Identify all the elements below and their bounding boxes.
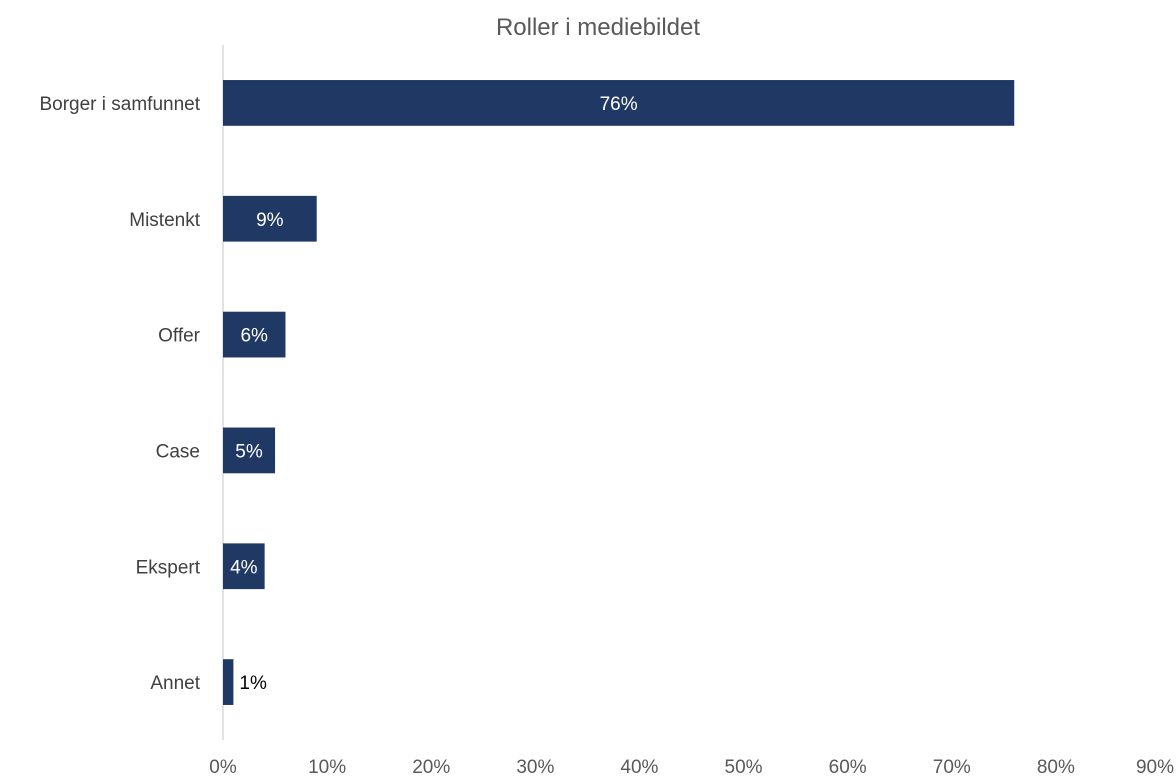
data-label: 76%: [600, 94, 638, 115]
x-tick-label: 40%: [620, 757, 658, 778]
x-tick-label: 80%: [1037, 757, 1075, 778]
category-label: Case: [156, 441, 200, 462]
chart-title: Roller i mediebildet: [496, 14, 700, 41]
data-label: 1%: [239, 673, 267, 694]
category-label: Mistenkt: [129, 210, 200, 231]
x-tick-label: 30%: [516, 757, 554, 778]
data-label: 4%: [230, 557, 258, 578]
data-label: 5%: [235, 441, 263, 462]
category-label: Ekspert: [136, 557, 201, 578]
x-tick-label: 0%: [209, 757, 237, 778]
bar-borger-i-samfunnet: [223, 80, 1015, 126]
bar-mistenkt: [223, 195, 317, 242]
x-tick-label: 90%: [1136, 757, 1174, 778]
category-label: Annet: [150, 673, 200, 694]
x-tick-label: 60%: [829, 757, 867, 778]
bars-group: [223, 80, 1015, 705]
bar-case: [223, 427, 276, 474]
category-label: Offer: [158, 326, 201, 347]
bar-offer: [223, 311, 286, 358]
x-tick-label: 20%: [412, 757, 450, 778]
x-tick-label: 70%: [933, 757, 971, 778]
x-axis-tick-labels: 0% 10% 20% 30% 40% 50% 60% 70% 80% 90%: [209, 757, 1174, 778]
bar-ekspert: [223, 543, 265, 590]
category-labels: Borger i samfunnet Mistenkt Offer Case Ekspe…: [39, 94, 200, 694]
data-label: 9%: [256, 210, 284, 231]
bar-annet: [223, 659, 234, 705]
data-label: 6%: [240, 326, 268, 347]
category-label: Borger i samfunnet: [39, 94, 200, 115]
x-tick-label: 50%: [725, 757, 763, 778]
data-labels: 76% 9% 6% 5% 4% 1%: [230, 94, 638, 694]
x-tick-label: 10%: [308, 757, 346, 778]
